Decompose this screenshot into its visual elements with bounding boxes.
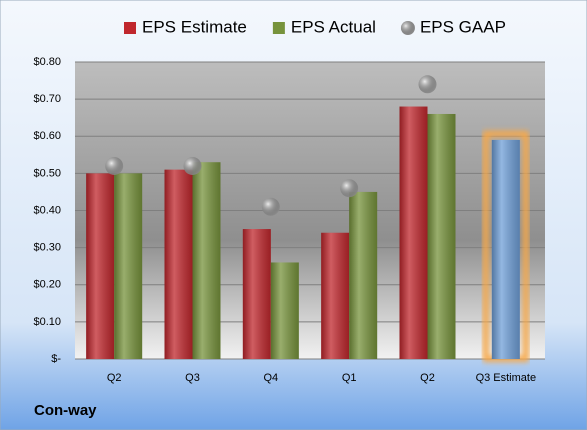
bar-shine bbox=[491, 139, 520, 359]
marker-shine bbox=[261, 197, 280, 216]
y-tick-label: $0.20 bbox=[33, 279, 61, 291]
y-tick-label: $0.70 bbox=[33, 93, 61, 105]
bar-shine bbox=[114, 173, 143, 359]
marker-shine bbox=[105, 156, 124, 175]
x-tick-label: Q1 bbox=[342, 372, 357, 384]
bar-shine bbox=[427, 113, 456, 359]
legend-marker bbox=[124, 22, 136, 34]
bar-shine bbox=[242, 229, 271, 359]
x-tick-label: Q2 bbox=[420, 372, 435, 384]
legend-marker bbox=[272, 22, 285, 34]
bar-shine bbox=[86, 173, 115, 359]
legend-label: EPS Actual bbox=[291, 17, 376, 36]
y-tick-label: $0.30 bbox=[33, 242, 61, 254]
bar-shine bbox=[270, 262, 299, 359]
legend-label: EPS Estimate bbox=[142, 17, 247, 36]
y-tick-label: $0.80 bbox=[33, 56, 61, 68]
y-tick-label: $0.50 bbox=[33, 167, 61, 179]
company-label: Con-way bbox=[34, 402, 97, 419]
y-tick-label: $0.10 bbox=[33, 316, 61, 328]
legend-marker-shine bbox=[400, 21, 415, 35]
legend-label: EPS GAAP bbox=[420, 17, 506, 36]
marker-shine bbox=[183, 156, 202, 175]
marker-shine bbox=[418, 75, 437, 94]
bar-shine bbox=[164, 169, 193, 359]
bar-shine bbox=[349, 191, 378, 359]
marker-shine bbox=[340, 179, 359, 198]
x-tick-label: Q3 bbox=[185, 372, 200, 384]
bar-shine bbox=[399, 106, 428, 359]
bar-shine bbox=[321, 232, 350, 359]
x-tick-label: Q2 bbox=[107, 372, 122, 384]
x-tick-label: Q3 Estimate bbox=[476, 372, 537, 384]
x-tick-label: Q4 bbox=[263, 372, 278, 384]
y-tick-label: $- bbox=[51, 353, 61, 365]
y-tick-label: $0.60 bbox=[33, 130, 61, 142]
bar-shine bbox=[192, 162, 221, 359]
y-tick-label: $0.40 bbox=[33, 204, 61, 216]
